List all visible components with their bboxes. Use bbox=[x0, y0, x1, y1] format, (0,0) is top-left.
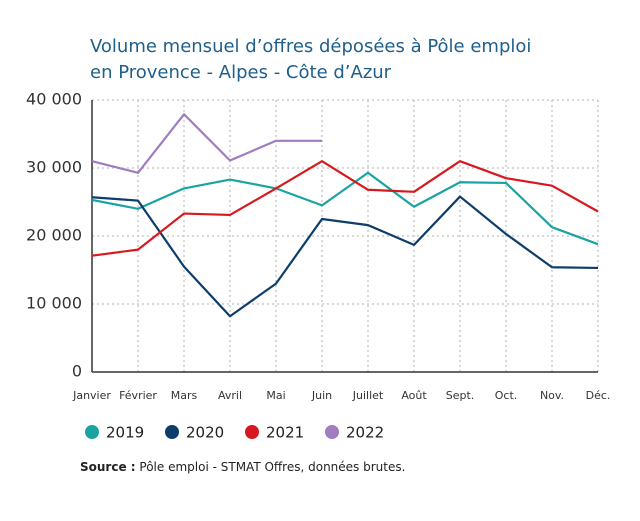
legend-label: 2022 bbox=[346, 424, 384, 442]
x-tick-label: Déc. bbox=[586, 389, 611, 402]
source-label: Source : bbox=[80, 460, 136, 474]
x-tick-label: Février bbox=[119, 389, 157, 402]
x-tick-label: Juin bbox=[311, 389, 332, 402]
series-line bbox=[91, 171, 599, 246]
legend-label: 2019 bbox=[106, 424, 144, 442]
source-text: Pôle emploi - STMAT Offres, données brut… bbox=[139, 460, 405, 474]
chart-title: Volume mensuel d’offres déposées à Pôle … bbox=[90, 36, 531, 57]
legend-swatch bbox=[245, 425, 259, 439]
x-tick-label: Mai bbox=[266, 389, 285, 402]
x-tick-label: Oct. bbox=[495, 389, 518, 402]
x-tick-label: Sept. bbox=[446, 389, 475, 402]
legend-swatch bbox=[85, 425, 99, 439]
chart-title: en Provence - Alpes - Côte d’Azur bbox=[90, 62, 392, 83]
x-tick-label: Janvier bbox=[72, 389, 111, 402]
y-tick-label: 0 bbox=[72, 362, 82, 381]
y-tick-label: 30 000 bbox=[26, 158, 82, 177]
x-tick-label: Avril bbox=[218, 389, 242, 402]
x-tick-label: Mars bbox=[171, 389, 198, 402]
legend-label: 2021 bbox=[266, 424, 304, 442]
source: Source : Pôle emploi - STMAT Offres, don… bbox=[80, 460, 405, 474]
x-tick-label: Nov. bbox=[540, 389, 564, 402]
legend-swatch bbox=[165, 425, 179, 439]
series-line bbox=[91, 160, 599, 257]
legend-swatch bbox=[325, 425, 339, 439]
x-tick-label: Juillet bbox=[352, 389, 384, 402]
y-tick-label: 20 000 bbox=[26, 226, 82, 245]
y-tick-label: 40 000 bbox=[26, 90, 82, 109]
legend-label: 2020 bbox=[186, 424, 224, 442]
series-line bbox=[91, 113, 322, 174]
y-tick-label: 10 000 bbox=[26, 294, 82, 313]
series-line bbox=[91, 195, 599, 318]
x-tick-label: Août bbox=[401, 389, 427, 402]
